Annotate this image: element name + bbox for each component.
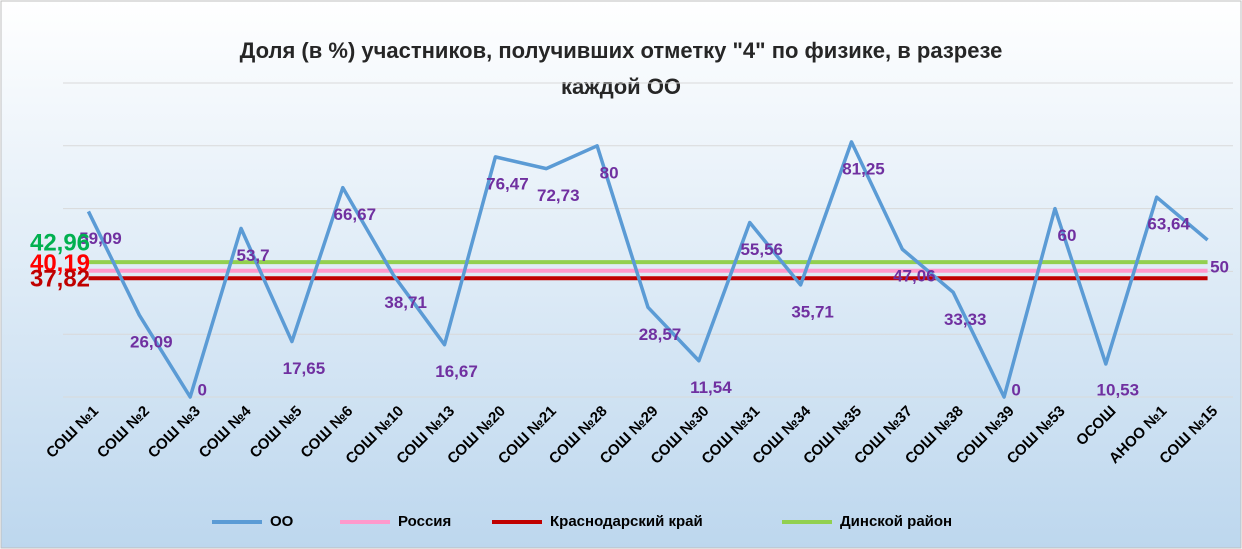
legend-label: Россия: [398, 513, 451, 530]
reference-label: 40,19: [30, 250, 90, 277]
chart-title: каждой ОО: [561, 74, 681, 99]
data-label: 11,54: [690, 378, 732, 397]
chart-title: Доля (в %) участников, получивших отметк…: [240, 38, 1003, 63]
data-label: 16,67: [435, 362, 478, 381]
legend-label: Краснодарский край: [550, 513, 703, 530]
data-label: 28,57: [639, 325, 682, 344]
data-label: 0: [197, 380, 206, 399]
data-label: 66,67: [334, 205, 377, 224]
data-label: 72,73: [537, 186, 580, 205]
data-label: 53,7: [236, 246, 269, 265]
data-label: 60: [1057, 226, 1076, 245]
data-label: 0: [1011, 380, 1020, 399]
legend-label: Динской район: [840, 513, 952, 530]
data-label: 47,06: [893, 267, 936, 286]
data-label: 17,65: [283, 359, 326, 378]
data-label: 10,53: [1097, 380, 1140, 399]
data-label: 35,71: [791, 302, 834, 321]
data-label: 26,09: [130, 333, 173, 352]
data-label: 80: [600, 163, 619, 182]
reference-label: 37,82: [30, 266, 90, 293]
series-line: [86, 140, 1209, 399]
data-label: 81,25: [842, 159, 885, 178]
data-label: 63,64: [1147, 215, 1190, 234]
data-label: 55,56: [740, 240, 783, 259]
data-label: 76,47: [486, 174, 529, 193]
data-label: 33,33: [944, 310, 987, 329]
legend-label: ОО: [270, 513, 294, 530]
reference-label: 42,96: [30, 229, 90, 256]
data-label: 50: [1210, 257, 1229, 276]
data-label: 38,71: [384, 293, 427, 312]
data-label: 59,09: [79, 229, 122, 248]
